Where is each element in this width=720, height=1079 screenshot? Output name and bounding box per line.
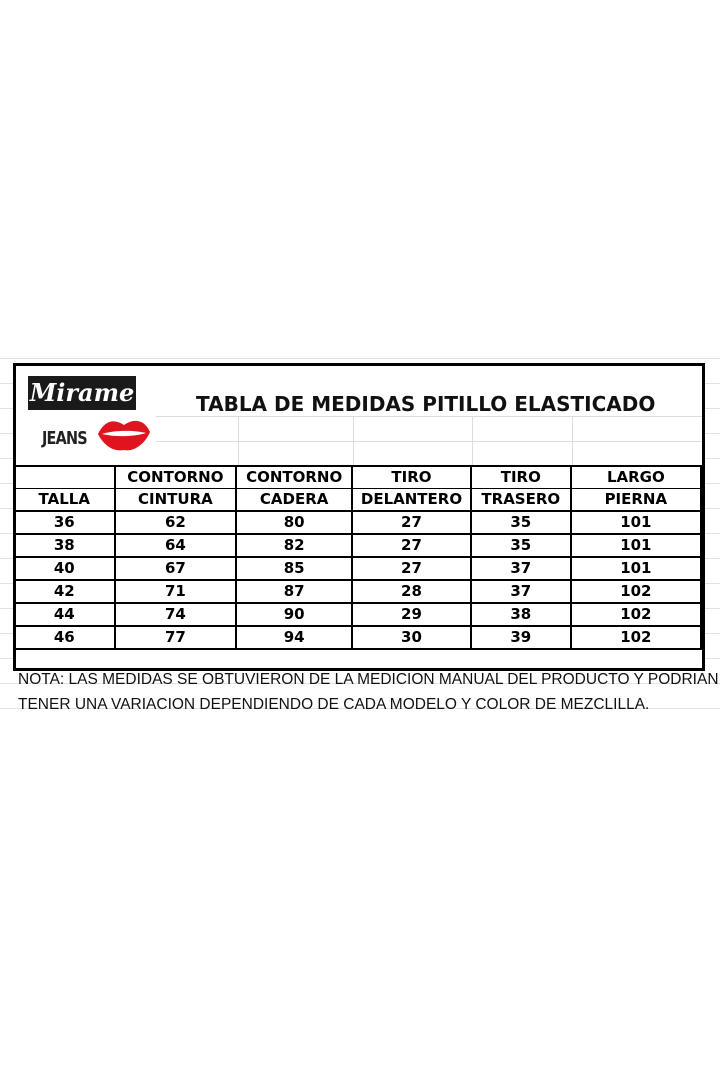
table-cell: 38 bbox=[13, 533, 116, 558]
table-cell: 27 bbox=[351, 510, 472, 535]
table-cell: 37 bbox=[469, 579, 572, 604]
lips-icon bbox=[98, 420, 150, 451]
table-cell: 77 bbox=[113, 625, 238, 650]
table-cell: 64 bbox=[113, 533, 238, 558]
table-cell: 90 bbox=[235, 602, 354, 627]
table-cell: 80 bbox=[235, 510, 354, 535]
header-row: TALLA CINTURA CADERA DELANTERO TRASERO PIERNA bbox=[13, 488, 703, 512]
table-cell: 101 bbox=[569, 510, 703, 535]
table-cell: 82 bbox=[235, 533, 354, 558]
table-cell: 74 bbox=[113, 602, 238, 627]
table-cell: 101 bbox=[569, 556, 703, 581]
table-row: 46 77 94 30 39 102 bbox=[13, 625, 703, 650]
page-title: TABLA DE MEDIDAS PITILLO ELASTICADO bbox=[196, 392, 656, 416]
brand-logo-jeans: JEANS bbox=[42, 428, 88, 449]
table-cell: 85 bbox=[235, 556, 354, 581]
table-cell: PIERNA bbox=[569, 488, 703, 512]
table-cell: 27 bbox=[351, 556, 472, 581]
table-cell: 67 bbox=[113, 556, 238, 581]
table-row: 42 71 87 28 37 102 bbox=[13, 579, 703, 604]
table-cell: 101 bbox=[569, 533, 703, 558]
note-line-1: NOTA: LAS MEDIDAS SE OBTUVIERON DE LA ME… bbox=[18, 671, 719, 688]
table-cell: LARGO bbox=[569, 465, 703, 489]
table-cell: TIRO bbox=[351, 465, 472, 489]
table-cell: 62 bbox=[113, 510, 238, 535]
table-cell: 38 bbox=[469, 602, 572, 627]
table-cell: 102 bbox=[569, 602, 703, 627]
table-cell: 39 bbox=[469, 625, 572, 650]
table-cell: TALLA bbox=[13, 488, 116, 512]
table-cell: TRASERO bbox=[469, 488, 572, 512]
table-row: 44 74 90 29 38 102 bbox=[13, 602, 703, 627]
table-cell: CONTORNO bbox=[235, 465, 354, 489]
table-cell: 36 bbox=[13, 510, 116, 535]
table-row: 38 64 82 27 35 101 bbox=[13, 533, 703, 558]
table-cell: 44 bbox=[13, 602, 116, 627]
table-cell: 37 bbox=[469, 556, 572, 581]
note-line-2: TENER UNA VARIACION DEPENDIENDO DE CADA … bbox=[18, 696, 650, 713]
table-cell: 42 bbox=[13, 579, 116, 604]
table-cell: 28 bbox=[351, 579, 472, 604]
table-cell: 27 bbox=[351, 533, 472, 558]
table-cell: CADERA bbox=[235, 488, 354, 512]
table-cell: 29 bbox=[351, 602, 472, 627]
size-table: CONTORNO CONTORNO TIRO TIRO LARGO TALLA CINTUR… bbox=[13, 465, 703, 650]
table-cell: 30 bbox=[351, 625, 472, 650]
table-cell: CONTORNO bbox=[113, 465, 238, 489]
table-cell: 102 bbox=[569, 625, 703, 650]
table-row: 36 62 80 27 35 101 bbox=[13, 510, 703, 535]
table-cell: 35 bbox=[469, 533, 572, 558]
table-cell bbox=[13, 465, 116, 489]
table-cell: CINTURA bbox=[113, 488, 238, 512]
header-row: CONTORNO CONTORNO TIRO TIRO LARGO bbox=[13, 465, 703, 489]
table-row: 40 67 85 27 37 101 bbox=[13, 556, 703, 581]
table-cell: 94 bbox=[235, 625, 354, 650]
table-cell: 46 bbox=[13, 625, 116, 650]
table-cell: 87 bbox=[235, 579, 354, 604]
table-cell: DELANTERO bbox=[351, 488, 472, 512]
table-cell: 40 bbox=[13, 556, 116, 581]
table-cell: 102 bbox=[569, 579, 703, 604]
table-cell: 71 bbox=[113, 579, 238, 604]
table-cell: TIRO bbox=[469, 465, 572, 489]
brand-logo: Mirame bbox=[28, 376, 136, 410]
table-cell: 35 bbox=[469, 510, 572, 535]
